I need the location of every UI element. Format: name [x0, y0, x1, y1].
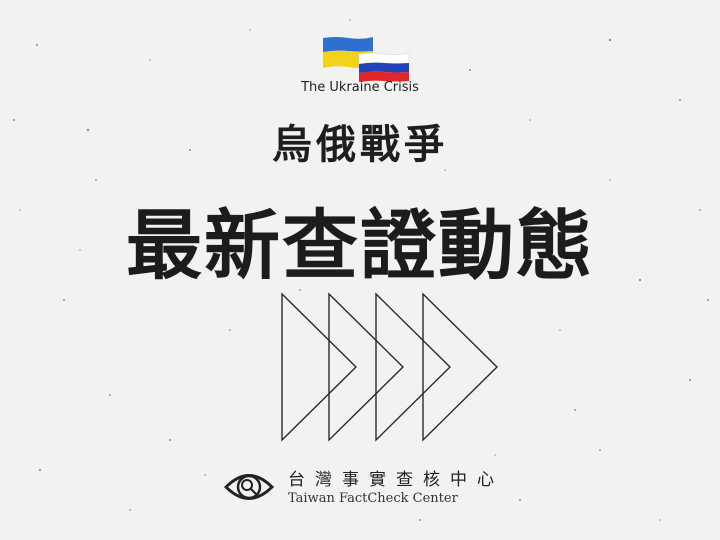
headline-small: 烏俄戰爭	[272, 122, 448, 168]
ukraine-and-russia-flags-icon	[323, 37, 410, 82]
chevron-3	[375, 292, 451, 442]
chevron-2	[328, 292, 404, 442]
russia-flag	[358, 52, 410, 82]
chevron-4	[422, 292, 498, 442]
forward-chevrons-icon	[281, 292, 498, 442]
chevron-1	[281, 292, 357, 442]
org-name-zh: 台灣事實查核中心	[288, 470, 504, 490]
headline-large: 最新查證動態	[126, 201, 594, 290]
subtitle-en: The Ukraine Crisis	[301, 80, 419, 95]
eye-magnifier-logo-icon	[223, 474, 275, 500]
org-name-en: Taiwan FactCheck Center	[288, 491, 458, 506]
